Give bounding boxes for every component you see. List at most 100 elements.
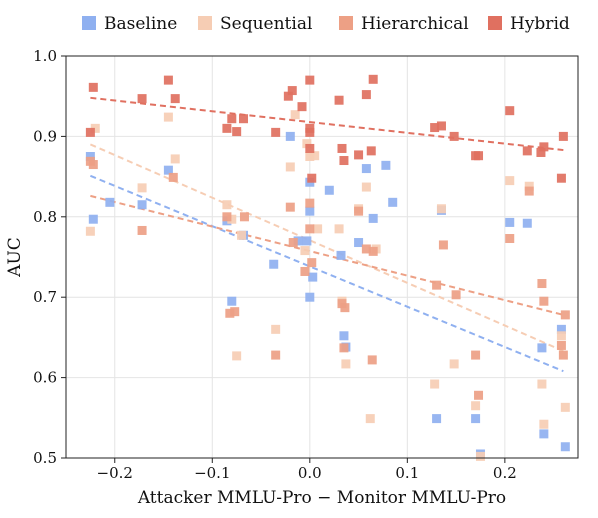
hybrid-point [354,150,364,160]
baseline-point [505,217,515,227]
sequential-point [560,402,570,412]
baseline-point [163,165,173,175]
baseline-point [354,238,364,248]
sequential-point [302,139,312,149]
baseline-point [556,324,566,334]
hierarchical-point [271,350,281,360]
hybrid-point [307,173,317,183]
hierarchical-point [339,343,349,353]
plot-frame [65,55,579,459]
sequential-legend-label: Sequential [220,14,312,34]
hybrid-legend-label: Hybrid [510,14,570,34]
sequential-point [449,359,459,369]
baseline-point [324,185,334,195]
hybrid-point [287,86,297,96]
hierarchical-point [285,202,295,212]
hierarchical-point [288,238,298,248]
y-tick-label: 0.7 [33,288,57,306]
sequential-point [361,182,371,192]
hybrid-point [137,94,147,104]
hybrid-point [366,146,376,156]
data-points [85,74,570,461]
baseline-legend-swatch [82,16,96,30]
hierarchical-point [505,234,515,244]
trend-lines [89,96,564,373]
hierarchical-point [340,303,350,313]
x-tick-label: −0.2 [97,464,133,482]
sequential-point [300,246,310,256]
baseline-point [88,214,98,224]
hierarchical-point [537,279,547,289]
sequential-point [556,331,566,341]
sequential-point [137,183,147,193]
baseline-point [227,296,237,306]
hierarchical-point [222,212,232,222]
hierarchical-point [539,296,549,306]
legend: Baseline Sequential Hierarchical Hybrid [82,14,570,34]
hybrid-point [170,94,180,104]
hybrid-point [222,123,232,133]
grid-lines [66,55,578,459]
hybrid-point [449,131,459,141]
hierarchical-point [300,266,310,276]
baseline-point [539,429,549,439]
hierarchical-point [524,186,534,196]
hierarchical-point [432,280,442,290]
sequential-point [505,176,515,186]
sequential-point [90,123,100,133]
sequential-point [85,226,95,236]
hybrid-point [539,142,549,152]
hierarchical-point [354,206,364,216]
y-tick-label: 1.0 [33,47,57,65]
hybrid-point [227,114,237,124]
baseline-trend-line [89,174,564,373]
x-tick-label: 0.0 [298,464,322,482]
hybrid-point [505,106,515,116]
baseline-point [269,259,279,269]
sequential-trend-line [89,143,564,352]
hybrid-trend-line [90,96,564,152]
hybrid-point [305,143,315,153]
hybrid-point [88,82,98,92]
sequential-point [237,230,247,240]
hybrid-point [436,121,446,131]
sequential-point [305,152,315,161]
hierarchical-point [451,290,461,300]
sequential-point [222,200,232,210]
baseline-point [305,206,315,216]
hybrid-point [339,156,349,166]
sequential-point [227,214,237,224]
sequential-point [430,379,440,389]
x-tick-label: 0.2 [493,464,517,482]
hybrid-point [334,95,344,105]
sequential-point [170,154,180,164]
hierarchical-point [361,244,371,254]
hybrid-point [474,151,484,161]
hybrid-point [305,75,315,85]
hierarchical-point [307,258,317,268]
y-tick-label: 0.6 [33,369,57,387]
sequential-point [365,414,375,424]
baseline-point [388,197,398,207]
hierarchical-point [88,160,98,170]
hybrid-point [556,173,566,183]
x-tick-label: −0.1 [194,464,230,482]
y-axis-title: AUC [5,237,25,278]
hierarchical-legend-label: Hierarchical [361,14,469,34]
baseline-point [522,218,532,228]
baseline-point [537,343,547,353]
hybrid-point [361,90,371,100]
hierarchical-point [137,225,147,235]
hybrid-point [558,131,568,141]
baseline-point [293,236,303,246]
sequential-point [341,359,351,369]
hierarchical-point [368,246,378,256]
hybrid-point [283,91,293,101]
baseline-point [381,160,391,170]
baseline-point [285,131,295,141]
hybrid-point [368,74,378,84]
baseline-point [368,213,378,223]
hybrid-point [232,127,242,137]
hierarchical-point [560,310,570,320]
sequential-point [471,401,481,411]
